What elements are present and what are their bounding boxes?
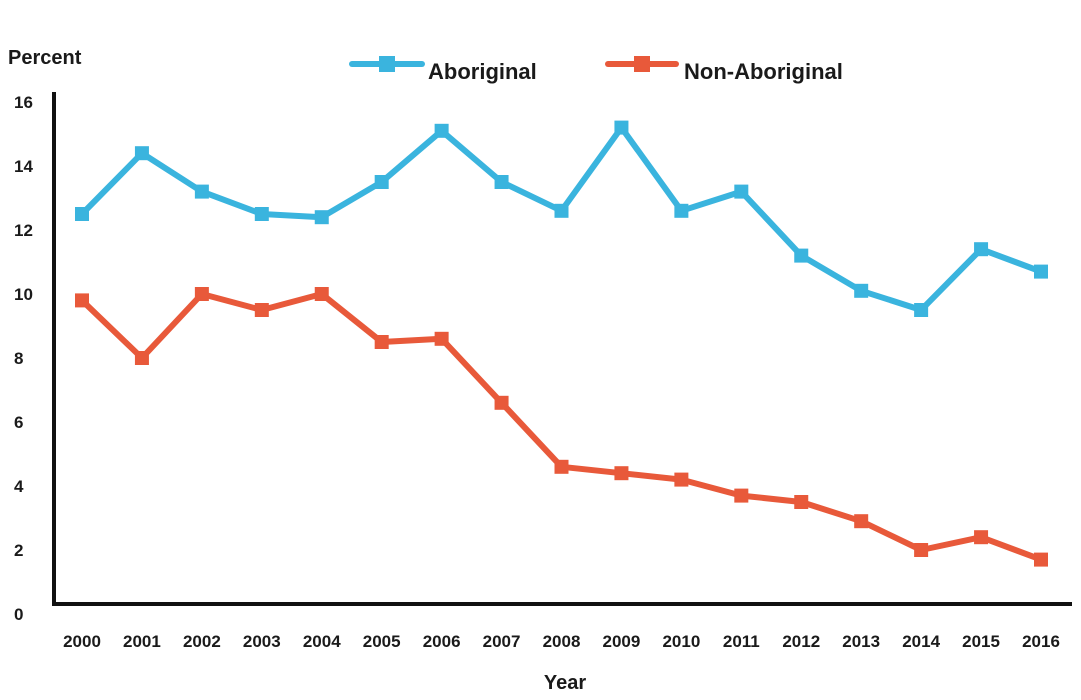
data-point [434,331,449,346]
x-axis-ticks: 2000 2001 2002 2003 2004 2005 2006 2007 2008 2009… [63,632,1060,651]
data-point [194,287,209,301]
x-tick-label: 2003 [243,632,281,651]
x-tick-label: 2016 [1022,632,1060,651]
data-point [794,495,809,509]
x-tick-label: 2010 [662,632,700,651]
x-tick-label: 2002 [183,632,221,651]
data-point [374,335,389,349]
data-point [674,203,689,218]
y-tick-label: 8 [14,349,23,368]
series-aboriginal [75,120,1048,317]
series-layer [75,120,1048,567]
x-tick-label: 2004 [303,632,341,651]
data-point [974,530,989,545]
data-point [734,488,749,503]
y-tick-label: 10 [14,285,33,304]
series-non-aboriginal [75,287,1048,567]
data-point [674,472,689,487]
legend-label: Aboriginal [428,59,537,84]
data-point [434,123,449,138]
y-tick-label: 14 [14,157,33,176]
data-point [854,514,869,529]
x-tick-label: 2014 [902,632,940,651]
legend-marker [379,56,395,72]
data-point [914,543,929,557]
data-point [614,120,629,135]
y-axis-ticks: 0 2 4 6 8 10 12 14 16 [14,93,33,624]
x-tick-label: 2008 [543,632,581,651]
data-point [554,459,569,474]
data-point [554,203,569,218]
x-tick-label: 2001 [123,632,161,651]
data-point [75,207,89,221]
series-line [79,124,1044,313]
data-point [974,242,989,257]
legend-marker [634,56,650,72]
x-tick-label: 2005 [363,632,401,651]
x-tick-label: 2013 [842,632,880,651]
data-point [494,395,509,410]
data-point [854,283,869,298]
legend: Aboriginal Non-Aboriginal [349,56,843,84]
series-line [79,291,1044,563]
x-tick-label: 2006 [423,632,461,651]
x-tick-label: 2012 [782,632,820,651]
data-point [1034,552,1048,567]
data-point [494,175,509,189]
data-point [314,287,329,301]
x-tick-label: 2009 [603,632,641,651]
data-point [314,210,329,225]
x-tick-label: 2015 [962,632,1000,651]
data-point [75,293,89,308]
x-tick-label: 2000 [63,632,101,651]
data-point [374,175,389,189]
y-tick-label: 2 [14,541,23,560]
data-point [734,184,749,199]
data-point [614,466,629,481]
data-point [254,303,269,317]
data-point [134,351,149,365]
data-point [194,184,209,199]
y-axis-title: Percent [8,47,82,69]
data-point [794,248,809,263]
x-axis-title: Year [544,672,586,694]
y-tick-label: 4 [14,477,24,496]
legend-item-non-aboriginal: Non-Aboriginal [605,56,843,84]
y-tick-label: 16 [14,93,33,112]
data-point [914,303,929,317]
data-point [1034,264,1048,279]
y-tick-label: 0 [14,605,23,624]
x-tick-label: 2011 [723,632,760,651]
y-tick-label: 12 [14,221,33,240]
data-point [254,207,269,221]
legend-item-aboriginal: Aboriginal [349,56,537,84]
legend-label: Non-Aboriginal [684,59,843,84]
data-point [134,146,149,161]
x-tick-label: 2007 [483,632,521,651]
y-tick-label: 6 [14,413,23,432]
